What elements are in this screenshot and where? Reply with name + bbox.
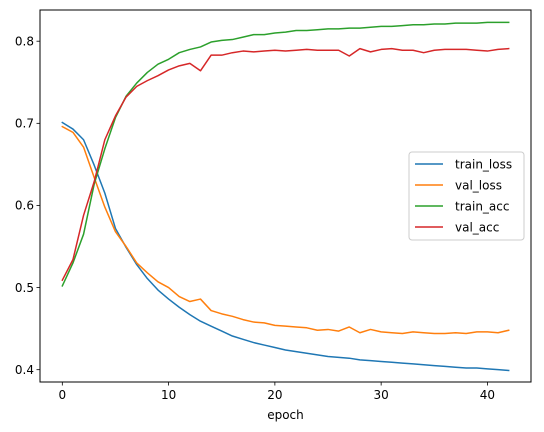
x-tick-label: 30 [374,388,389,402]
series-line-train-loss [61,121,510,372]
legend: train_loss val_loss train_acc val_acc [408,151,525,241]
x-tick-label: 20 [267,388,282,402]
x-tick-label: 0 [58,388,66,402]
y-tick-label: 0.6 [15,199,34,213]
series-layer [61,21,510,372]
y-tick-label: 0.4 [15,363,34,377]
legend-label-train-acc: train_acc [455,199,509,213]
y-tick-label: 0.8 [15,34,34,48]
y-ticks: 0.4 0.5 0.6 0.7 0.8 [15,34,40,377]
legend-label-val-loss: val_loss [455,178,502,192]
x-axis-label: epoch [267,408,304,422]
legend-label-val-acc: val_acc [455,220,499,234]
series-line-val-loss [61,125,510,335]
y-tick-label: 0.7 [15,117,34,131]
x-tick-label: 40 [480,388,495,402]
legend-label-train-loss: train_loss [455,157,512,171]
axes-layer [39,9,532,383]
series-line-val-acc [61,47,510,282]
series-line-train-acc [61,21,510,287]
x-ticks: 0 10 20 30 40 [58,382,495,402]
legend-frame [408,151,525,241]
y-tick-label: 0.5 [15,281,34,295]
x-tick-label: 10 [161,388,176,402]
plot-frame [39,9,532,383]
